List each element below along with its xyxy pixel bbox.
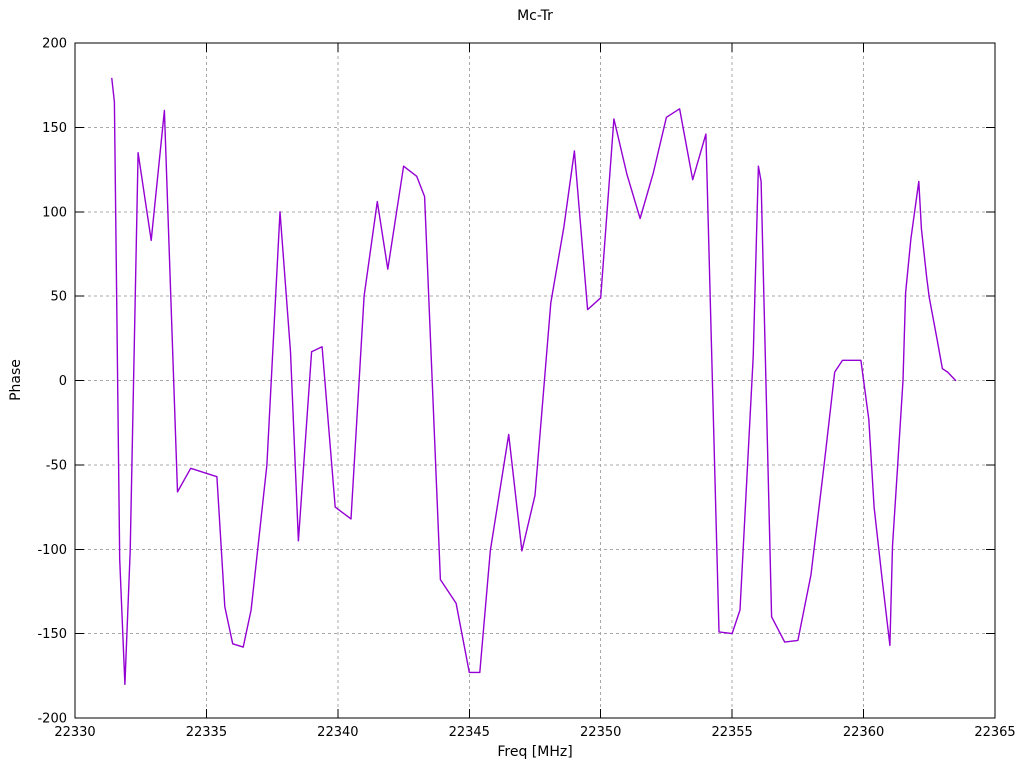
y-tick-label: -50 [46,458,67,473]
x-tick-label: 22360 [843,725,884,740]
y-tick-label: -200 [37,712,67,727]
y-tick-label: -100 [37,543,67,558]
phase-trace [111,77,957,685]
x-tick-label: 22350 [580,725,621,740]
plot-title: Mc-Tr [517,8,553,24]
x-axis-label: Freq [MHz] [497,744,573,760]
x-tick-label: 22355 [711,725,752,740]
y-tick-label: 50 [50,290,67,305]
x-tick-label: 22365 [974,725,1015,740]
y-tick-label: -150 [37,627,67,642]
y-tick-label: 200 [42,37,67,52]
x-tick-label: 22335 [186,725,227,740]
x-tick-label: 22330 [54,725,95,740]
x-tick-label: 22340 [317,725,358,740]
y-tick-label: 100 [42,205,67,220]
y-tick-label: 0 [59,374,67,389]
y-tick-label: 150 [42,121,67,136]
y-axis-label: Phase [8,359,24,401]
x-tick-label: 22345 [449,725,490,740]
